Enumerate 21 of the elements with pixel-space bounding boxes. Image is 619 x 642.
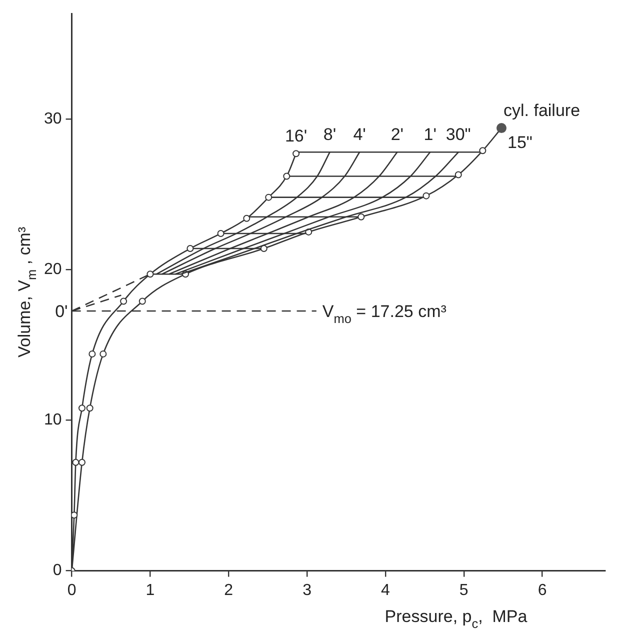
annotation: cyl. failure	[503, 101, 580, 120]
x-tick-label: 6	[538, 582, 547, 599]
series-label: 16'	[284, 126, 308, 146]
x-tick-label: 1	[146, 582, 155, 599]
series-label: 0'	[55, 302, 68, 322]
y-tick-label: 20	[44, 261, 62, 278]
x-tick-label: 2	[224, 582, 234, 599]
series-label: 2'	[390, 125, 404, 144]
x-tick-label: 4	[380, 582, 390, 599]
x-tick-label: 0	[67, 582, 76, 599]
series-label: 30"	[446, 125, 471, 144]
series-label: 8'	[323, 125, 336, 144]
series-label: 15"	[507, 133, 532, 152]
series-label: 1'	[424, 125, 436, 144]
x-tick-label: 5	[459, 582, 468, 599]
x-tick-label: 3	[302, 582, 312, 599]
y-tick-label: 30	[44, 110, 62, 128]
y-tick-label: 10	[44, 412, 62, 429]
y-axis-title: Volume, Vm , cm³	[15, 226, 39, 358]
series-label: 4'	[353, 125, 366, 144]
y-tick-label: 0	[52, 562, 62, 580]
